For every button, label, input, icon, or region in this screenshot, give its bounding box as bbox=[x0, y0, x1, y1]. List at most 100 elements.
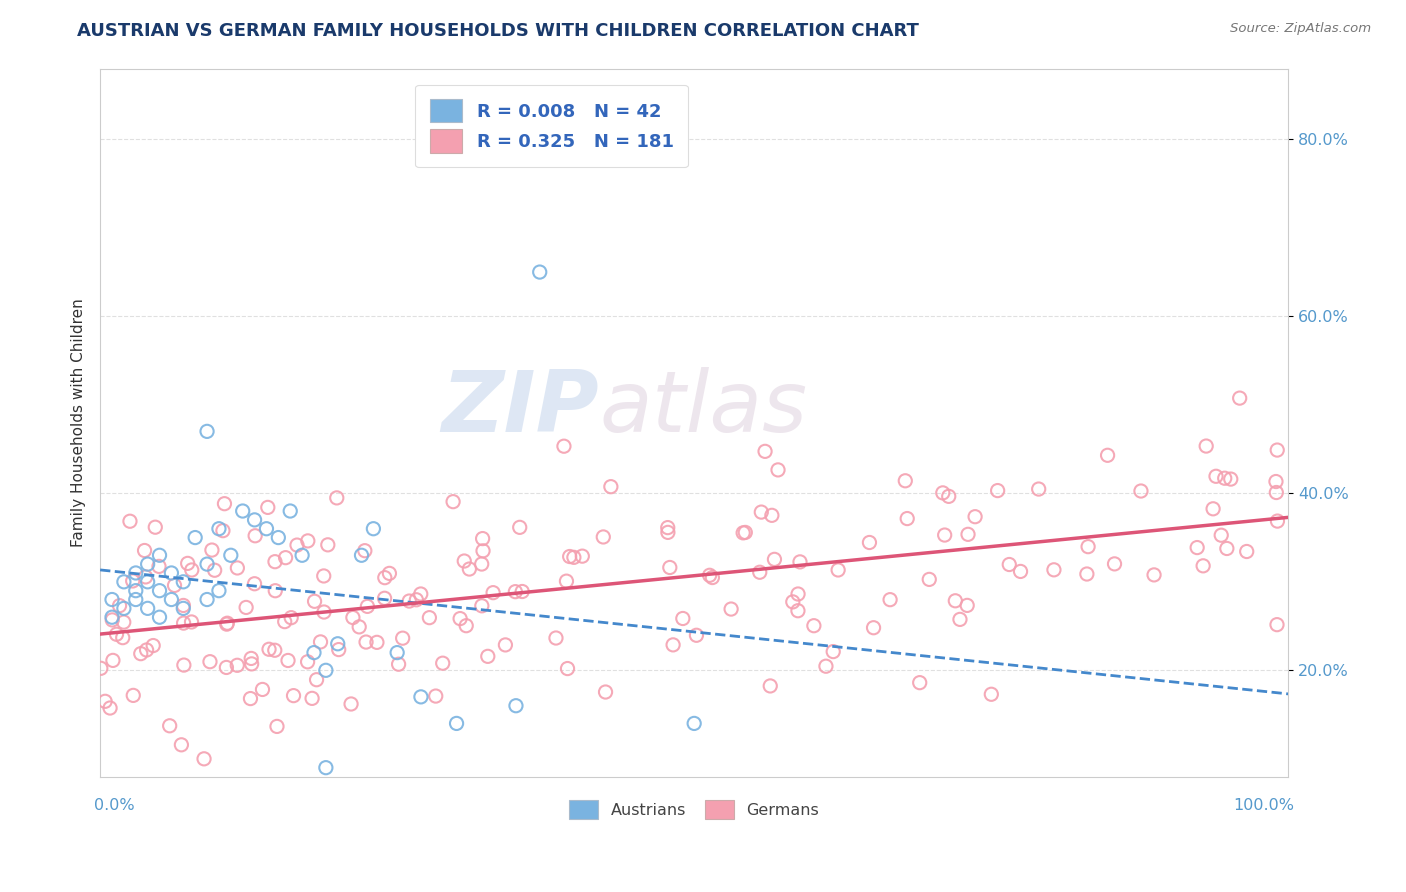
Point bbox=[599, 480, 621, 494]
Point bbox=[505, 584, 527, 599]
Point bbox=[787, 604, 810, 618]
Point bbox=[557, 662, 579, 676]
Point bbox=[657, 520, 679, 534]
Point bbox=[129, 647, 152, 661]
Point bbox=[108, 599, 131, 613]
Point bbox=[136, 574, 159, 589]
Point bbox=[304, 594, 326, 608]
Point bbox=[143, 520, 166, 534]
Point bbox=[264, 583, 287, 598]
Point bbox=[1192, 558, 1215, 573]
Point bbox=[1185, 541, 1208, 555]
Point bbox=[163, 578, 186, 592]
Point bbox=[1205, 469, 1227, 483]
Point bbox=[544, 631, 567, 645]
Point bbox=[1265, 485, 1288, 500]
Point bbox=[385, 646, 408, 660]
Point bbox=[256, 522, 278, 536]
Point bbox=[1097, 448, 1119, 462]
Point bbox=[239, 691, 262, 706]
Point bbox=[274, 550, 297, 565]
Point bbox=[699, 568, 721, 582]
Point bbox=[1236, 544, 1258, 558]
Point bbox=[328, 642, 350, 657]
Point bbox=[148, 559, 170, 574]
Point bbox=[1202, 501, 1225, 516]
Point bbox=[858, 535, 880, 549]
Point bbox=[297, 533, 319, 548]
Point bbox=[432, 656, 454, 670]
Point bbox=[1076, 567, 1098, 582]
Point bbox=[702, 570, 724, 584]
Point bbox=[112, 601, 135, 615]
Point bbox=[494, 638, 516, 652]
Point bbox=[1211, 528, 1233, 542]
Point bbox=[956, 527, 979, 541]
Point bbox=[101, 613, 124, 627]
Point bbox=[215, 617, 238, 632]
Point bbox=[121, 574, 143, 588]
Point bbox=[683, 716, 706, 731]
Point bbox=[112, 615, 135, 629]
Point bbox=[553, 439, 575, 453]
Point bbox=[347, 620, 370, 634]
Point bbox=[256, 500, 278, 515]
Point bbox=[176, 557, 198, 571]
Point bbox=[759, 679, 782, 693]
Point bbox=[312, 569, 335, 583]
Point bbox=[204, 563, 226, 577]
Point bbox=[388, 657, 411, 672]
Point bbox=[672, 611, 695, 625]
Point bbox=[763, 552, 786, 566]
Point bbox=[529, 265, 551, 279]
Point bbox=[172, 599, 194, 613]
Point bbox=[748, 566, 770, 580]
Point bbox=[1010, 565, 1032, 579]
Point bbox=[658, 560, 681, 574]
Point bbox=[105, 627, 128, 641]
Point bbox=[305, 673, 328, 687]
Point bbox=[215, 660, 238, 674]
Point bbox=[987, 483, 1010, 498]
Point bbox=[160, 566, 183, 580]
Point bbox=[195, 557, 218, 571]
Point bbox=[409, 587, 432, 601]
Point bbox=[980, 687, 1002, 701]
Point bbox=[558, 549, 581, 564]
Point bbox=[342, 610, 364, 624]
Text: ZIP: ZIP bbox=[441, 367, 599, 450]
Point bbox=[1028, 482, 1050, 496]
Point bbox=[378, 566, 401, 581]
Point bbox=[363, 522, 385, 536]
Point bbox=[201, 543, 224, 558]
Point bbox=[932, 486, 955, 500]
Point bbox=[195, 425, 218, 439]
Point bbox=[301, 691, 323, 706]
Legend: Austrians, Germans: Austrians, Germans bbox=[562, 794, 825, 825]
Point bbox=[326, 491, 349, 505]
Point bbox=[1265, 617, 1288, 632]
Point bbox=[173, 658, 195, 673]
Point bbox=[273, 615, 295, 629]
Point bbox=[472, 544, 495, 558]
Point bbox=[172, 574, 194, 589]
Point bbox=[1265, 443, 1288, 458]
Point bbox=[934, 528, 956, 542]
Point bbox=[949, 612, 972, 626]
Point bbox=[316, 538, 339, 552]
Point bbox=[477, 649, 499, 664]
Point bbox=[754, 444, 776, 458]
Point bbox=[482, 585, 505, 599]
Point bbox=[136, 557, 159, 571]
Point bbox=[125, 566, 148, 580]
Point bbox=[232, 504, 254, 518]
Point bbox=[943, 594, 966, 608]
Point bbox=[471, 557, 494, 571]
Point bbox=[101, 653, 124, 667]
Point bbox=[184, 531, 207, 545]
Point bbox=[148, 548, 170, 562]
Point bbox=[720, 602, 742, 616]
Point bbox=[297, 655, 319, 669]
Point bbox=[571, 549, 593, 563]
Point bbox=[1213, 471, 1236, 485]
